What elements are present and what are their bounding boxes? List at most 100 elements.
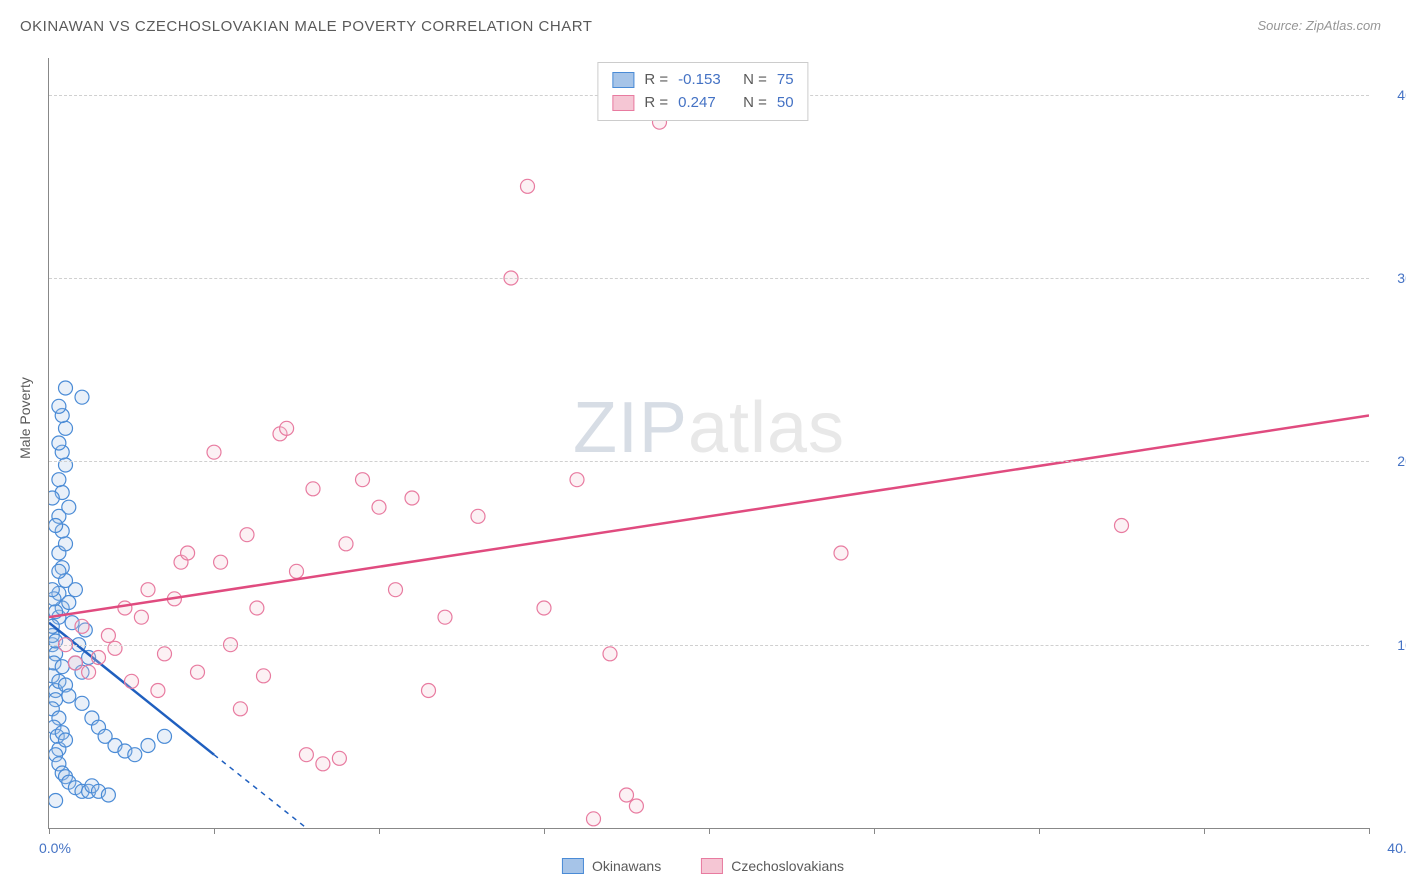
data-point (250, 601, 264, 615)
data-point (118, 601, 132, 615)
legend-swatch (562, 858, 584, 874)
data-point (49, 583, 59, 597)
scatter-svg (49, 58, 1369, 828)
data-point (151, 684, 165, 698)
x-tick (49, 828, 50, 834)
n-value: 75 (777, 69, 794, 92)
x-tick (1039, 828, 1040, 834)
data-point (214, 555, 228, 569)
data-point (438, 610, 452, 624)
data-point (49, 794, 63, 808)
data-point (52, 564, 66, 578)
data-point (356, 473, 370, 487)
data-point (603, 647, 617, 661)
data-point (620, 788, 634, 802)
grid-line (49, 278, 1369, 279)
x-tick (544, 828, 545, 834)
data-point (233, 702, 247, 716)
data-point (422, 684, 436, 698)
data-point (52, 436, 66, 450)
source-label: Source: ZipAtlas.com (1257, 18, 1381, 33)
data-point (68, 656, 82, 670)
data-point (181, 546, 195, 560)
data-point (62, 596, 76, 610)
data-point (82, 665, 96, 679)
data-point (75, 696, 89, 710)
data-point (52, 399, 66, 413)
x-tick (214, 828, 215, 834)
data-point (521, 179, 535, 193)
legend-swatch (612, 72, 634, 88)
r-value: -0.153 (678, 69, 733, 92)
x-tick-label: 0.0% (39, 840, 71, 856)
data-point (257, 669, 271, 683)
data-point (629, 799, 643, 813)
y-tick-label: 20.0% (1397, 453, 1406, 469)
data-point (316, 757, 330, 771)
data-point (108, 641, 122, 655)
legend-swatch (612, 95, 634, 111)
x-tick (1369, 828, 1370, 834)
data-point (62, 500, 76, 514)
x-tick (1204, 828, 1205, 834)
data-point (75, 390, 89, 404)
data-point (59, 421, 73, 435)
data-point (207, 445, 221, 459)
legend-stat-row: R = -0.153 N = 75 (612, 69, 793, 92)
data-point (101, 629, 115, 643)
x-tick-label: 40.0% (1387, 840, 1406, 856)
trend-line (49, 416, 1369, 618)
data-point (158, 647, 172, 661)
data-point (49, 519, 63, 533)
data-point (101, 788, 115, 802)
y-tick-label: 10.0% (1397, 637, 1406, 653)
x-tick (874, 828, 875, 834)
data-point (134, 610, 148, 624)
data-point (570, 473, 584, 487)
data-point (372, 500, 386, 514)
data-point (128, 748, 142, 762)
y-tick-label: 30.0% (1397, 270, 1406, 286)
r-label: R = (644, 92, 668, 115)
data-point (290, 564, 304, 578)
legend-label: Okinawans (592, 858, 661, 874)
data-point (389, 583, 403, 597)
data-point (62, 689, 76, 703)
legend-series: Okinawans Czechoslovakians (562, 858, 844, 874)
data-point (405, 491, 419, 505)
legend-stats: R = -0.153 N = 75 R = 0.247 N = 50 (597, 62, 808, 121)
r-label: R = (644, 69, 668, 92)
grid-line (49, 461, 1369, 462)
y-axis-label: Male Poverty (17, 377, 33, 459)
data-point (339, 537, 353, 551)
data-point (834, 546, 848, 560)
plot-area: ZIPatlas 10.0%20.0%30.0%40.0%0.0%40.0% (48, 58, 1369, 829)
data-point (125, 674, 139, 688)
data-point (306, 482, 320, 496)
x-tick (709, 828, 710, 834)
chart-title: OKINAWAN VS CZECHOSLOVAKIAN MALE POVERTY… (20, 18, 592, 35)
n-label: N = (743, 92, 767, 115)
data-point (92, 651, 106, 665)
data-point (59, 537, 73, 551)
data-point (191, 665, 205, 679)
data-point (55, 660, 69, 674)
data-point (59, 458, 73, 472)
data-point (141, 739, 155, 753)
data-point (537, 601, 551, 615)
data-point (59, 733, 73, 747)
data-point (59, 381, 73, 395)
data-point (1115, 519, 1129, 533)
legend-stat-row: R = 0.247 N = 50 (612, 92, 793, 115)
n-value: 50 (777, 92, 794, 115)
data-point (75, 619, 89, 633)
trend-line-dash (214, 755, 306, 828)
grid-line (49, 645, 1369, 646)
data-point (240, 528, 254, 542)
data-point (49, 491, 59, 505)
data-point (141, 583, 155, 597)
data-point (52, 473, 66, 487)
legend-swatch (701, 858, 723, 874)
data-point (280, 421, 294, 435)
data-point (332, 751, 346, 765)
